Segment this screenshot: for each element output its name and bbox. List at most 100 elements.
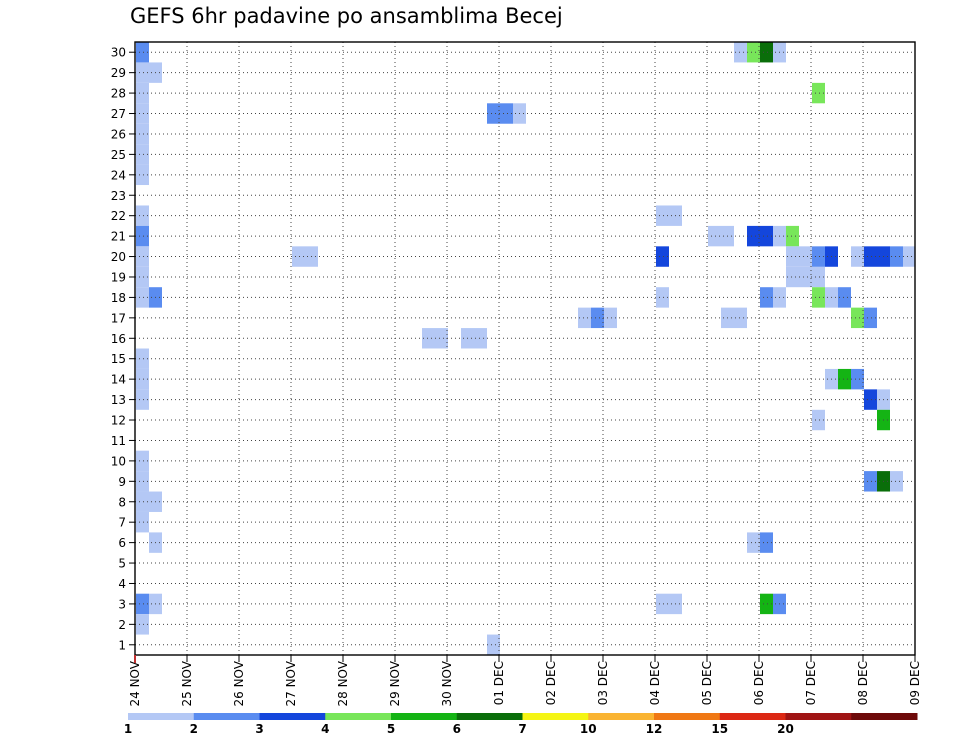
y-tick-label: 29 [111,66,126,80]
data-cell [838,368,851,390]
data-cell [136,103,149,124]
data-cell [747,225,760,247]
x-tick-label: 05 DEC [700,661,714,705]
y-tick-label: 28 [111,87,126,101]
x-tick-label: 07 DEC [804,661,818,705]
x-tick-label: 25 NOV [180,660,194,706]
data-cell [656,287,669,308]
data-cell [136,205,149,226]
data-cell [760,593,773,615]
x-tick-label: 01 DEC [492,661,506,705]
data-cell [812,246,825,267]
data-cell [903,246,915,267]
data-cell [786,225,799,247]
data-cell [747,532,760,553]
y-tick-label: 7 [118,516,126,530]
data-cell [812,82,825,104]
legend-label: 6 [453,722,461,736]
data-cell [760,532,773,553]
y-tick-label: 5 [118,557,126,571]
data-cell [799,246,812,267]
legend-swatch [259,713,326,720]
legend-label: 12 [646,722,663,736]
y-tick-label: 4 [118,577,126,591]
legend-swatch [654,713,721,720]
y-tick-label: 30 [111,46,126,60]
data-cell [656,205,669,226]
legend-swatch [588,713,655,720]
data-cell [786,266,799,288]
y-tick-label: 8 [118,495,126,509]
legend-swatch [785,713,852,720]
y-tick-label: 13 [111,393,126,407]
legend-swatch [325,713,392,720]
legend-label: 7 [518,722,526,736]
x-tick-label: 24 NOV [128,660,142,706]
data-cell [591,307,604,329]
data-cell [734,307,747,329]
x-tick-label: 02 DEC [544,661,558,705]
data-cell [136,164,149,186]
data-cell [864,471,877,492]
data-cell [136,368,149,390]
legend-label: 15 [711,722,728,736]
legend-label: 2 [190,722,198,736]
data-cell [136,62,149,83]
legend-swatch [719,713,786,720]
x-tick-label: 27 NOV [284,660,298,706]
data-cell [136,471,149,492]
data-cell [760,225,773,247]
data-cell [734,42,747,63]
x-tick-label: 30 NOV [440,660,454,706]
data-cell [136,287,149,308]
y-tick-label: 20 [111,250,126,264]
chart-title: GEFS 6hr padavine po ansamblima Becej [130,4,563,28]
data-cell [136,614,149,635]
data-cell [890,471,903,492]
data-cell [851,246,864,267]
y-tick-label: 6 [118,536,126,550]
x-axis: 24 NOV 25 NOV 26 NOV 27 NOV 28 NOV 29 NOV 30 N… [128,655,922,707]
y-tick-label: 9 [118,475,126,489]
y-tick-label: 12 [111,414,126,428]
data-cell [812,266,825,288]
data-cell [136,511,149,533]
y-tick-label: 2 [118,618,126,632]
x-tick-label: 28 NOV [336,660,350,706]
y-tick-label: 19 [111,270,126,284]
data-cell [136,389,149,410]
data-cell [136,450,149,472]
data-cell [500,103,513,124]
legend-label: 10 [580,722,597,736]
data-cell [578,307,591,329]
legend-label: 5 [387,722,395,736]
data-cell [136,266,149,288]
plot-frame [134,41,916,656]
dotted-grid [135,42,915,655]
y-tick-label: 15 [111,352,126,366]
data-cell [864,246,877,267]
data-cell [435,328,448,349]
y-tick-label: 23 [111,189,126,203]
y-tick-label: 16 [111,332,126,346]
legend-label: 1 [124,722,132,736]
y-tick-label: 14 [111,373,126,387]
legend-swatch [851,713,918,720]
legend-swatch [456,713,523,720]
legend-label: 20 [777,722,794,736]
y-tick-label: 24 [111,168,126,182]
x-tick-label: 06 DEC [752,661,766,705]
data-cell [890,246,903,267]
data-cell [747,42,760,63]
x-tick-label: 29 NOV [388,660,402,706]
legend-swatch [193,713,260,720]
y-tick-label: 17 [111,311,126,325]
data-cell [656,593,669,615]
data-cell [851,307,864,329]
color-legend: 1 2 3 4 5 6 7 10 12 15 20 [124,713,918,736]
y-tick-label: 11 [111,434,126,448]
y-tick-label: 18 [111,291,126,305]
x-tick-label: 04 DEC [648,661,662,705]
y-tick-label: 10 [111,454,126,468]
data-cell [812,287,825,308]
